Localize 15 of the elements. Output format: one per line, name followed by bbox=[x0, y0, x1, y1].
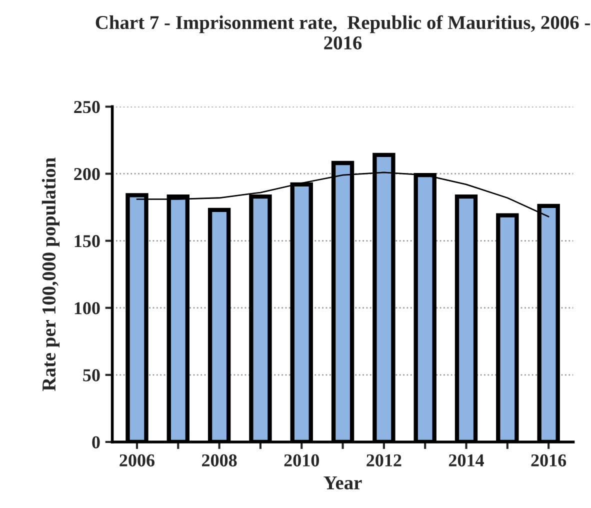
x-tick-label: 2016 bbox=[531, 454, 566, 466]
y-tick-label: 150 bbox=[74, 235, 100, 248]
chart-title: Chart 7 - Imprisonment rate, Republic of Mauritius, 2006 - 2016 bbox=[96, 15, 590, 50]
x-tick-label: 2014 bbox=[448, 454, 484, 466]
x-tick-label: 2012 bbox=[366, 454, 402, 466]
y-tick-label: 100 bbox=[74, 302, 100, 314]
y-tick-label: 0 bbox=[92, 436, 100, 448]
y-tick-label: 50 bbox=[83, 369, 100, 382]
y-tick-label: 250 bbox=[74, 100, 100, 114]
y-axis-title: Rate per 100,000 population bbox=[42, 158, 60, 392]
x-tick-label: 2008 bbox=[202, 454, 237, 466]
x-axis-title: Year bbox=[324, 476, 362, 490]
x-tick-label: 2006 bbox=[120, 454, 155, 466]
y-tick-label: 200 bbox=[74, 168, 100, 180]
x-tick-label: 2010 bbox=[284, 454, 319, 466]
